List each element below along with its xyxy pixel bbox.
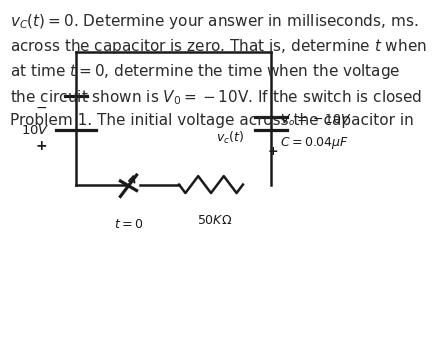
Text: the circuit shown is $V_0 = -10$V. If the switch is closed: the circuit shown is $V_0 = -10$V. If th… — [10, 88, 422, 107]
Text: +: + — [268, 145, 278, 158]
Text: $-$: $-$ — [35, 100, 47, 114]
Text: $C=0.04\mu F$: $C=0.04\mu F$ — [280, 135, 349, 152]
Text: across the capacitor is zero. That is, determine $t$ when: across the capacitor is zero. That is, d… — [10, 37, 426, 56]
Text: $50K\Omega$: $50K\Omega$ — [197, 214, 232, 227]
Text: $10V$: $10V$ — [21, 123, 50, 136]
Text: $v_C(t) = 0$. Determine your answer in milliseconds, ms.: $v_C(t) = 0$. Determine your answer in m… — [10, 12, 418, 30]
Text: Problem 1. The initial voltage across the capacitor in: Problem 1. The initial voltage across th… — [10, 113, 413, 128]
Text: $V_o= -10V$: $V_o= -10V$ — [280, 113, 352, 129]
Text: $v_c(t)$: $v_c(t)$ — [217, 130, 244, 146]
Text: $t{=}0$: $t{=}0$ — [114, 218, 144, 231]
Text: at time $t = 0$, determine the time when the voltage: at time $t = 0$, determine the time when… — [10, 63, 400, 81]
Text: +: + — [35, 139, 47, 153]
